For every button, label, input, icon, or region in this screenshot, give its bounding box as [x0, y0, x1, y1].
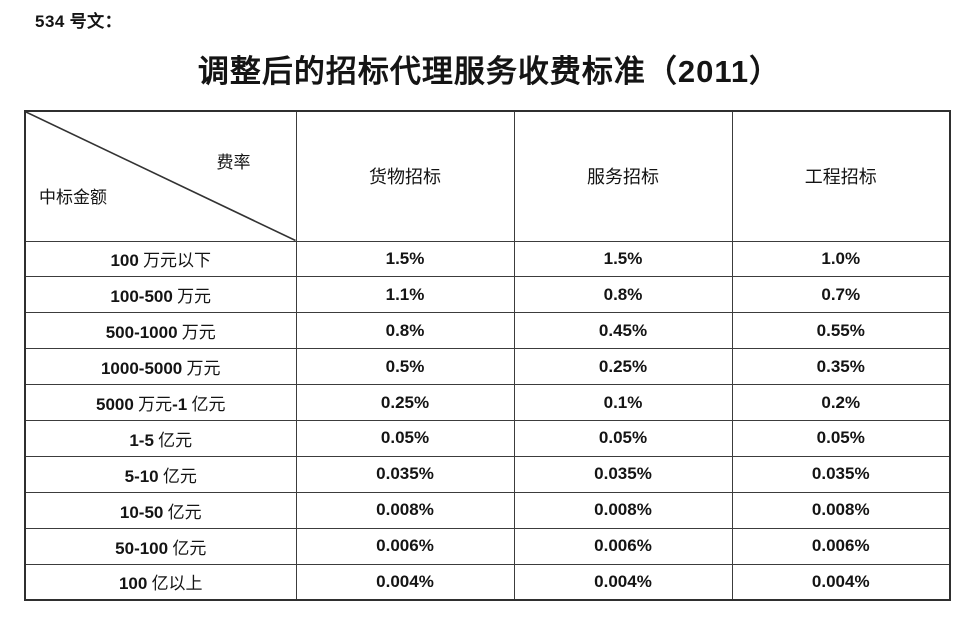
amount-cell: 100-500 万元	[24, 276, 297, 314]
amount-cell: 50-100 亿元	[24, 527, 297, 565]
goods-rate-cell: 1.1%	[295, 276, 515, 314]
services-rate-cell: 0.25%	[513, 348, 733, 386]
corner-cell: 费率 中标金额	[24, 110, 297, 242]
table-row: 100-500 万元 1.1% 0.8% 0.7%	[24, 276, 951, 314]
services-rate-cell: 0.8%	[513, 276, 733, 314]
corner-label-bid-amount: 中标金额	[39, 187, 107, 207]
engineering-rate-cell: 1.0%	[731, 240, 951, 278]
goods-rate-cell: 0.004%	[295, 563, 515, 601]
amount-cell: 1-5 亿元	[24, 419, 297, 457]
doc-number-label: 534 号文：	[35, 12, 123, 31]
engineering-rate-cell: 0.004%	[731, 563, 951, 601]
engineering-rate-cell: 0.006%	[731, 527, 951, 565]
services-rate-cell: 1.5%	[513, 240, 733, 278]
diagonal-divider-line	[26, 112, 296, 241]
table-row: 100 亿以上 0.004% 0.004% 0.004%	[24, 563, 951, 601]
column-header-engineering-bidding: 工程招标	[731, 110, 951, 242]
column-header-services-bidding: 服务招标	[513, 110, 733, 242]
corner-label-fee-rate: 费率	[216, 153, 251, 172]
engineering-rate-cell: 0.2%	[731, 384, 951, 421]
header-row: 费率 中标金额 货物招标 服务招标 工程招标	[24, 110, 951, 242]
table-row: 5-10 亿元 0.035% 0.035% 0.035%	[24, 455, 951, 493]
amount-cell: 500-1000 万元	[24, 312, 297, 350]
fee-rate-table: 费率 中标金额 货物招标 服务招标 工程招标 100 万元以下 1.5% 1.5…	[24, 110, 951, 601]
table-row: 500-1000 万元 0.8% 0.45% 0.55%	[24, 312, 951, 350]
amount-cell: 5000 万元-1 亿元	[24, 384, 297, 421]
services-rate-cell: 0.035%	[513, 455, 733, 493]
engineering-rate-cell: 0.05%	[731, 419, 951, 457]
table-row: 50-100 亿元 0.006% 0.006% 0.006%	[24, 527, 951, 565]
engineering-rate-cell: 0.008%	[731, 491, 951, 529]
goods-rate-cell: 0.25%	[295, 384, 515, 421]
services-rate-cell: 0.45%	[513, 312, 733, 350]
goods-rate-cell: 0.008%	[295, 491, 515, 529]
table-row: 1-5 亿元 0.05% 0.05% 0.05%	[24, 419, 951, 457]
services-rate-cell: 0.05%	[513, 419, 733, 457]
engineering-rate-cell: 0.035%	[731, 455, 951, 493]
engineering-rate-cell: 0.35%	[731, 348, 951, 386]
table-row: 5000 万元-1 亿元 0.25% 0.1% 0.2%	[24, 384, 951, 421]
page-title: 调整后的招标代理服务收费标准（2011）	[197, 54, 782, 89]
services-rate-cell: 0.1%	[513, 384, 733, 421]
services-rate-cell: 0.004%	[513, 563, 733, 601]
engineering-rate-cell: 0.7%	[731, 276, 951, 314]
table-row: 100 万元以下 1.5% 1.5% 1.0%	[24, 240, 951, 278]
table-row: 10-50 亿元 0.008% 0.008% 0.008%	[24, 491, 951, 529]
goods-rate-cell: 0.035%	[295, 455, 515, 493]
services-rate-cell: 0.008%	[513, 491, 733, 529]
table-row: 1000-5000 万元 0.5% 0.25% 0.35%	[24, 348, 951, 386]
amount-cell: 10-50 亿元	[24, 491, 297, 529]
amount-cell: 5-10 亿元	[24, 455, 297, 493]
goods-rate-cell: 1.5%	[295, 240, 515, 278]
goods-rate-cell: 0.8%	[295, 312, 515, 350]
goods-rate-cell: 0.006%	[295, 527, 515, 565]
amount-cell: 100 万元以下	[24, 240, 297, 278]
goods-rate-cell: 0.5%	[295, 348, 515, 386]
services-rate-cell: 0.006%	[513, 527, 733, 565]
column-header-goods-bidding: 货物招标	[295, 110, 515, 242]
amount-cell: 1000-5000 万元	[24, 348, 297, 386]
goods-rate-cell: 0.05%	[295, 419, 515, 457]
engineering-rate-cell: 0.55%	[731, 312, 951, 350]
amount-cell: 100 亿以上	[24, 563, 297, 601]
